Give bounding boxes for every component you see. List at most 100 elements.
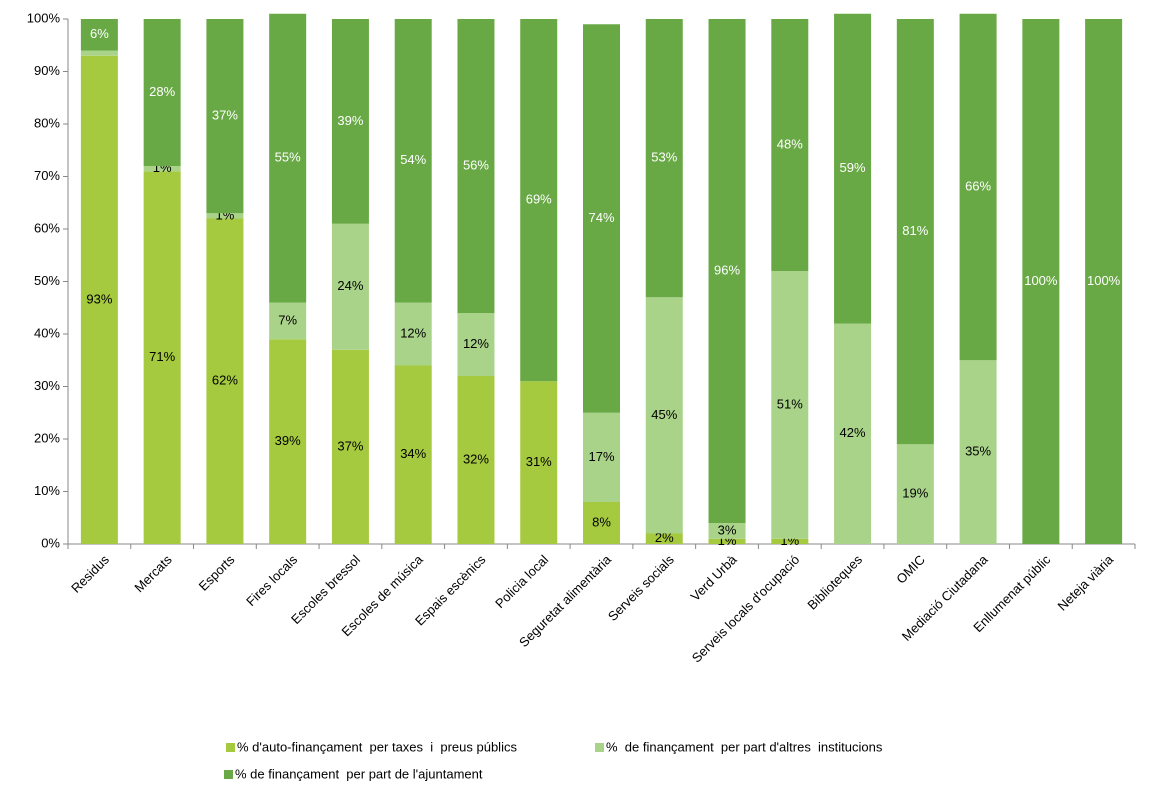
data-label: 3%	[718, 522, 737, 537]
data-label: 45%	[651, 407, 677, 422]
bar-segment	[896, 19, 934, 445]
data-label: 55%	[275, 150, 301, 165]
data-label: 39%	[275, 433, 301, 448]
bar-segment	[583, 412, 620, 502]
data-label: 56%	[463, 157, 489, 172]
y-tick-label: 80%	[34, 115, 60, 130]
data-label: 51%	[777, 396, 803, 411]
bar-segment	[331, 223, 369, 350]
bar-segment	[1022, 19, 1060, 544]
data-label: 100%	[1087, 273, 1121, 288]
bar-segment	[771, 271, 809, 539]
legend-label: % de finançament per part d'altres insti…	[606, 739, 883, 754]
data-label: 2%	[655, 530, 674, 545]
bar-segment	[959, 360, 997, 544]
data-label: 53%	[651, 150, 677, 165]
x-tick-label: Verd Urbà	[688, 551, 741, 604]
bar-segment	[834, 13, 872, 324]
bar-segment	[645, 19, 683, 298]
y-tick-label: 40%	[34, 325, 60, 340]
y-tick-label: 0%	[41, 535, 60, 550]
bar-segment	[645, 533, 683, 544]
data-label: 34%	[400, 446, 426, 461]
bar-segment	[394, 19, 432, 303]
y-tick-label: 50%	[34, 273, 60, 288]
data-label: 32%	[463, 451, 489, 466]
data-label: 8%	[592, 514, 611, 529]
legend-label: % de finançament per part de l'ajuntamen…	[235, 766, 483, 781]
bar-segment	[896, 444, 934, 544]
bar-segment	[206, 218, 244, 544]
bar-segment	[834, 323, 872, 544]
bar-segment	[708, 538, 746, 544]
bar-segment	[269, 302, 307, 340]
bar-segment	[1085, 19, 1123, 544]
y-tick-label: 20%	[34, 430, 60, 445]
bar-segment	[269, 339, 307, 544]
data-label: 17%	[588, 449, 614, 464]
bar-segment	[959, 13, 997, 361]
x-tick-label: Mercats	[131, 552, 175, 596]
bar-segment	[645, 297, 683, 534]
data-label: 37%	[337, 438, 363, 453]
data-label: 6%	[90, 26, 109, 41]
bar-segment	[583, 502, 620, 544]
data-label: 12%	[463, 336, 489, 351]
x-tick-label: Biblioteques	[804, 552, 865, 613]
bar-segment	[269, 13, 307, 303]
y-tick-label: 30%	[34, 378, 60, 393]
bar-segment	[143, 171, 181, 544]
legend-swatch	[226, 743, 235, 752]
data-label: 71%	[149, 349, 175, 364]
bar-segment	[331, 19, 369, 224]
legend-swatch	[224, 770, 233, 779]
bar-segment	[80, 50, 118, 56]
data-label: 96%	[714, 262, 740, 277]
bar-segment	[583, 24, 620, 413]
data-label: 19%	[902, 486, 928, 501]
x-tick-label: Residus	[68, 552, 112, 596]
x-tick-label: Fires locals	[243, 552, 300, 609]
bar-segment	[394, 302, 432, 366]
data-label: 42%	[840, 425, 866, 440]
data-label: 100%	[1024, 273, 1058, 288]
data-label: 7%	[278, 312, 297, 327]
bar-segment	[520, 19, 558, 382]
data-label: 62%	[212, 373, 238, 388]
data-label: 12%	[400, 325, 426, 340]
data-label: 39%	[337, 113, 363, 128]
x-tick-label: Neteja viària	[1054, 551, 1116, 613]
x-tick-label: Esports	[196, 552, 238, 594]
bar-segment	[457, 376, 495, 544]
data-label: 69%	[526, 192, 552, 207]
bar-segment	[143, 166, 181, 172]
data-label: 28%	[149, 84, 175, 99]
data-label: 31%	[526, 454, 552, 469]
bar-segment	[80, 19, 118, 51]
x-tick-label: Serveis locals d'ocupació	[689, 552, 803, 666]
bar-segment	[206, 19, 244, 214]
bar-segment	[143, 19, 181, 166]
bar-segment	[331, 349, 369, 544]
y-tick-label: 60%	[34, 220, 60, 235]
legend-label: % d'auto-finançament per taxes i preus p…	[237, 739, 517, 754]
x-tick-label: OMIC	[893, 552, 928, 587]
bar-segment	[80, 55, 118, 544]
data-label: 74%	[588, 210, 614, 225]
data-label: 24%	[337, 278, 363, 293]
y-tick-label: 100%	[27, 10, 61, 25]
legend-swatch	[595, 743, 604, 752]
bar-segment	[457, 313, 495, 376]
x-tick-label: Policia local	[492, 552, 551, 611]
data-label: 66%	[965, 178, 991, 193]
data-label: 93%	[86, 291, 112, 306]
bar-segment	[771, 19, 809, 271]
bar-segment	[771, 538, 809, 544]
data-label: 59%	[840, 160, 866, 175]
bar-segment	[520, 381, 558, 544]
data-label: 81%	[902, 223, 928, 238]
y-tick-label: 70%	[34, 168, 60, 183]
data-label: 35%	[965, 444, 991, 459]
bar-segment	[394, 365, 432, 544]
